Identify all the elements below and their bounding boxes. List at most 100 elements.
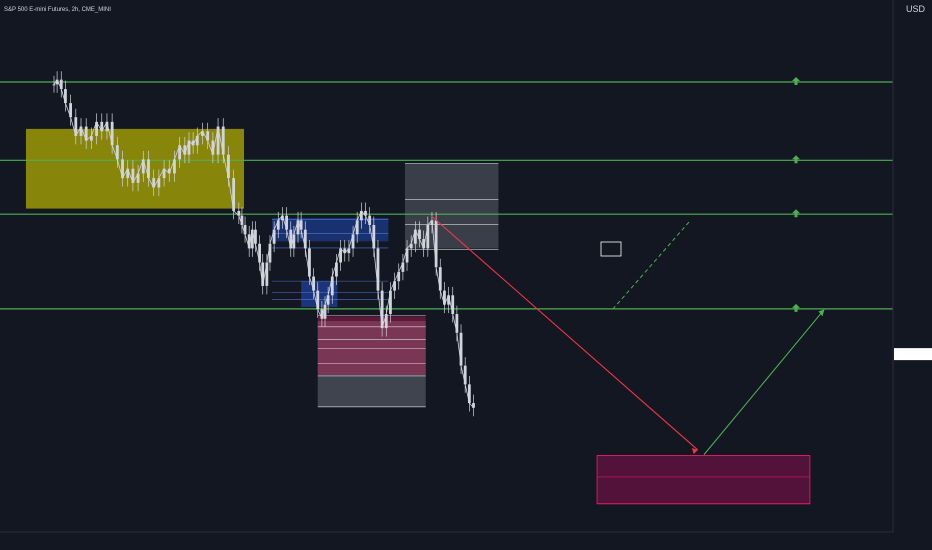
candle-body [240, 215, 244, 225]
candle-body [110, 121, 114, 146]
candle-body [216, 126, 220, 155]
candle-body [364, 210, 367, 216]
candle-body [100, 121, 104, 132]
candle-body [438, 267, 442, 291]
candle-body [330, 276, 334, 296]
candle-body [443, 290, 446, 305]
candle-body [268, 243, 272, 263]
candle-body [162, 168, 166, 179]
candle-body [359, 210, 363, 221]
candle-body [380, 290, 384, 329]
candle-body [254, 229, 257, 244]
chart-title: S&P 500 E-mini Futures, 2h, CME_MINI [4, 7, 111, 13]
grey-zone-left [317, 321, 426, 408]
projection-layer [430, 215, 825, 456]
candle-body [265, 262, 269, 286]
candle-body [368, 215, 372, 225]
candle-body [227, 154, 230, 179]
candle-body [167, 168, 171, 174]
candle-body [55, 79, 59, 85]
candle-body [426, 224, 430, 249]
candle-body [178, 145, 182, 160]
candle-body [467, 384, 471, 404]
candle-body [409, 243, 413, 249]
candle-body [281, 215, 284, 221]
candle-body [289, 229, 293, 249]
candle-body [64, 89, 67, 104]
candle-body [292, 234, 296, 249]
candle-body [173, 159, 176, 174]
candle-body [434, 220, 438, 268]
candle-body [136, 173, 140, 183]
candle-body [221, 126, 225, 155]
candle-body [131, 168, 135, 183]
candle-body [258, 243, 261, 263]
candle-body [303, 229, 307, 249]
up-arrow-icon [792, 77, 800, 86]
green-arrowhead [818, 309, 825, 317]
candle-body [413, 229, 417, 244]
candle-body [261, 262, 265, 286]
candle-body [472, 403, 475, 408]
candle-body [195, 135, 199, 146]
candle-body [183, 145, 187, 155]
candle-body [89, 135, 93, 141]
candle-body [147, 159, 150, 179]
candle-body [463, 365, 467, 385]
candle-body [141, 159, 145, 174]
candle-body [347, 248, 351, 254]
candle-body [121, 159, 124, 179]
candle-body [343, 248, 347, 254]
candle-body [418, 229, 421, 240]
candle-body [296, 220, 300, 235]
candle-body [52, 84, 56, 86]
candle-body [157, 178, 161, 188]
candle-body [187, 140, 191, 155]
candle-body [250, 229, 254, 249]
probability-box [600, 241, 622, 257]
currency-label: USD [906, 4, 926, 14]
candle-body [201, 131, 204, 136]
candle-body [206, 131, 210, 141]
candle-body [372, 224, 376, 249]
y-axis-panel [893, 0, 932, 550]
candle-body [459, 332, 463, 366]
candle-body [272, 229, 276, 244]
candle-body [152, 178, 156, 188]
up-arrow-icon [792, 155, 800, 164]
candle-body [455, 314, 459, 333]
candle-body [389, 290, 392, 315]
candle-body [401, 262, 405, 272]
candle-body [79, 126, 83, 136]
red-arrowhead [691, 447, 698, 454]
candle-body [299, 220, 303, 230]
red-projection [430, 215, 699, 451]
candle-body [422, 239, 426, 249]
candle-body [323, 304, 327, 319]
dashed-projection [612, 219, 691, 310]
red-zone-right [596, 455, 811, 505]
candle-body [447, 295, 450, 305]
candle-body [247, 234, 251, 249]
candle-body [405, 248, 409, 263]
candle-body [339, 248, 342, 263]
candle-body [69, 103, 73, 118]
candle-body [326, 295, 330, 305]
candle-body [384, 314, 388, 329]
candle-body [312, 276, 315, 291]
candle-body [451, 295, 455, 315]
candle-body [243, 224, 247, 235]
candle-body [376, 248, 380, 291]
candle-body [59, 79, 63, 90]
candle-body [211, 140, 215, 155]
candle-body [276, 220, 280, 230]
candle-body [351, 234, 355, 249]
candle-body [115, 145, 119, 160]
candle-body [316, 290, 320, 310]
candle-body [105, 121, 109, 132]
candle-body [285, 215, 288, 230]
red-zone-left [317, 316, 426, 375]
candle-body [355, 220, 359, 235]
candle-body [335, 262, 338, 277]
